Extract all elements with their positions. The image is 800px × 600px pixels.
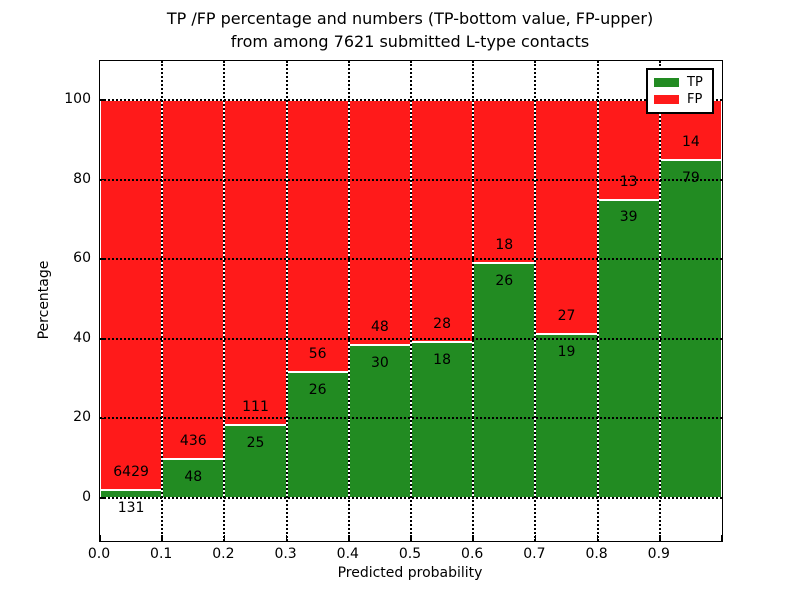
bar-segment-tp xyxy=(473,262,536,498)
bar-label-tp-count: 131 xyxy=(117,499,145,516)
y-tick-mark xyxy=(100,178,106,181)
y-tick-mark xyxy=(100,417,106,420)
bar-segment-tp xyxy=(659,160,722,498)
y-tick-label: 20 xyxy=(73,409,91,426)
y-tick-label: 0 xyxy=(82,489,91,505)
x-tick-mark xyxy=(721,535,723,541)
x-axis-label: Predicted probability xyxy=(337,565,483,581)
bar-segment-fp xyxy=(597,100,660,200)
gridline-vertical xyxy=(596,61,599,541)
x-tick-label: 0.5 xyxy=(398,546,422,562)
x-tick-mark xyxy=(285,535,288,541)
bar-label-fp-count: 56 xyxy=(308,345,327,362)
x-tick-mark xyxy=(659,535,661,541)
y-tick-mark xyxy=(100,258,106,260)
bar-label-tp-count: 30 xyxy=(370,354,389,371)
chart-title: TP /FP percentage and numbers (TP-bottom… xyxy=(20,7,800,53)
bar-label-fp-count: 6429 xyxy=(113,464,149,481)
legend: TP FP xyxy=(646,68,714,114)
bar-segment-tp xyxy=(535,333,598,498)
legend-label-fp: FP xyxy=(687,92,703,107)
gridline-vertical xyxy=(534,61,537,541)
bar-segment-fp xyxy=(411,100,474,343)
bar-segment-fp xyxy=(100,100,163,491)
bar-label-tp-count: 19 xyxy=(557,343,576,360)
x-tick-label: 0.8 xyxy=(585,546,608,562)
x-tick-label: 0.4 xyxy=(336,546,359,562)
bar-label-tp-count: 26 xyxy=(495,272,514,289)
bar-label-fp-count: 18 xyxy=(495,236,514,253)
y-tick-label: 40 xyxy=(73,329,91,346)
legend-entry-fp: FP xyxy=(654,93,706,106)
x-tick-mark xyxy=(99,535,101,541)
bar-label-tp-count: 18 xyxy=(433,352,452,369)
x-tick-mark xyxy=(161,535,163,541)
chart-title-line2: from among 7621 submitted L-type contact… xyxy=(230,32,590,51)
bar-label-fp-count: 436 xyxy=(179,432,207,449)
bar-segment-fp xyxy=(473,100,536,263)
x-tick-label: 0.2 xyxy=(212,546,235,562)
plot-area: 6429 131 436 48 111 25 56 26 48 30 28 18 18 26 27 19 13 3… xyxy=(99,60,723,542)
bar-label-fp-count: 48 xyxy=(370,318,389,335)
gridline-vertical xyxy=(347,61,350,541)
x-tick-mark xyxy=(223,535,226,541)
x-tick-mark xyxy=(596,535,599,541)
chart-title-line1: TP /FP percentage and numbers (TP-bottom… xyxy=(166,9,654,28)
x-tick-label: 0.6 xyxy=(461,546,484,562)
bar-label-tp-count: 48 xyxy=(184,468,203,485)
bar-label-fp-count: 13 xyxy=(619,173,638,190)
gridline-vertical xyxy=(410,61,412,541)
bar-label-fp-count: 27 xyxy=(557,307,576,324)
legend-label-tp: TP xyxy=(687,75,703,90)
bar-label-tp-count: 25 xyxy=(246,434,265,451)
tp-swatch-icon xyxy=(654,78,679,87)
bar-label-tp-count: 26 xyxy=(308,381,327,398)
x-tick-label: 0.1 xyxy=(150,546,173,562)
bar-segment-fp xyxy=(348,100,411,345)
x-tick-mark xyxy=(410,535,412,541)
x-tick-label: 0.7 xyxy=(523,546,546,562)
bar-segment-fp xyxy=(535,100,598,334)
bar-label-tp-count: 39 xyxy=(619,209,638,226)
y-tick-label: 100 xyxy=(64,91,91,107)
bar-label-tp-count: 79 xyxy=(681,170,700,186)
y-tick-label: 60 xyxy=(73,250,91,267)
legend-entry-tp: TP xyxy=(654,76,706,89)
x-tick-mark xyxy=(534,535,537,541)
bar-segment-fp xyxy=(286,100,349,372)
bar-label-fp-count: 28 xyxy=(433,316,452,333)
gridline-vertical xyxy=(658,61,661,541)
gridline-vertical xyxy=(285,61,288,541)
bar-label-fp-count: 14 xyxy=(681,134,700,151)
y-axis-label: Percentage xyxy=(36,260,52,340)
x-tick-mark xyxy=(472,535,474,541)
bar-segment-tp xyxy=(597,199,660,498)
gridline-vertical xyxy=(223,61,226,541)
y-tick-mark xyxy=(100,99,106,101)
x-tick-label: 0.0 xyxy=(87,546,111,562)
gridline-vertical xyxy=(472,61,475,541)
bar-segment-fp xyxy=(162,100,225,459)
y-tick-mark xyxy=(100,497,106,499)
x-tick-label: 0.3 xyxy=(274,546,297,562)
y-tick-mark xyxy=(100,338,106,340)
fp-swatch-icon xyxy=(654,95,679,104)
x-tick-mark xyxy=(348,535,350,541)
x-tick-label: 0.9 xyxy=(647,546,670,562)
gridline-vertical xyxy=(161,61,164,541)
y-tick-label: 80 xyxy=(73,170,91,187)
bar-label-fp-count: 111 xyxy=(242,398,269,415)
bar-segment-fp xyxy=(224,100,287,425)
